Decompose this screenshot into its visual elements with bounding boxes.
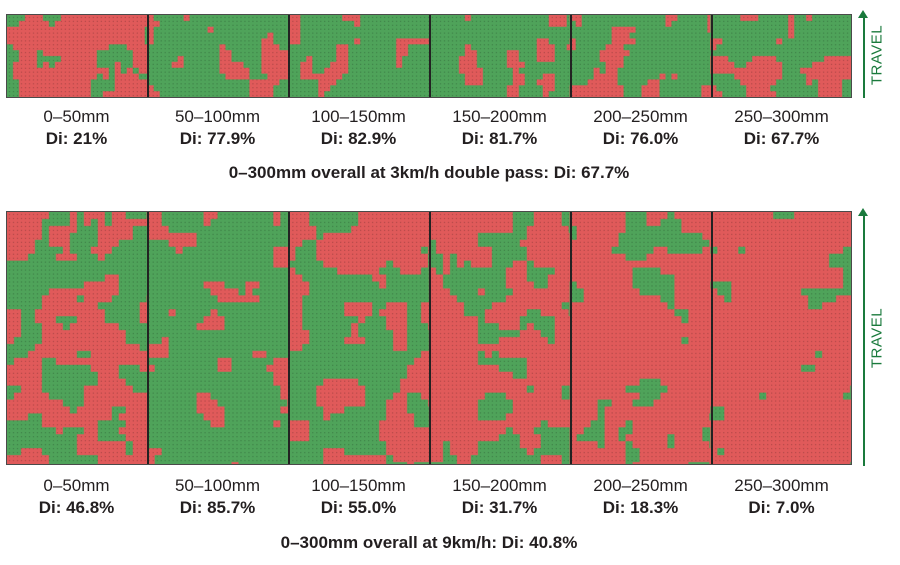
segment-di: Di: 85.7%: [179, 498, 256, 517]
segment-labels-bottom: 0–50mm Di: 46.8% 50–100mm Di: 85.7% 100–15…: [6, 475, 852, 519]
segment-di: Di: 81.7%: [461, 129, 538, 148]
travel-indicator-bottom: TRAVEL: [856, 208, 896, 468]
segment-di: Di: 76.0%: [602, 129, 679, 148]
segment-divider: [429, 212, 431, 464]
segment-range: 200–250mm: [593, 476, 688, 495]
segment-range: 200–250mm: [593, 107, 688, 126]
segment-divider: [570, 15, 572, 97]
segment-divider: [711, 212, 713, 464]
segment-label: 250–300mm Di: 7.0%: [711, 475, 852, 519]
segment-label: 200–250mm Di: 76.0%: [570, 106, 711, 150]
segment-di: Di: 18.3%: [602, 498, 679, 517]
travel-label: TRAVEL: [868, 307, 886, 369]
segment-di: Di: 21%: [45, 129, 108, 148]
overall-summary-bottom: 0–300mm overall at 9km/h: Di: 40.8%: [280, 533, 578, 552]
segment-label: 150–200mm Di: 31.7%: [429, 475, 570, 519]
segment-range: 150–200mm: [452, 476, 547, 495]
segment-divider: [147, 212, 149, 464]
segment-label: 150–200mm Di: 81.7%: [429, 106, 570, 150]
segment-label: 0–50mm Di: 46.8%: [6, 475, 147, 519]
segment-range: 50–100mm: [174, 107, 261, 126]
coverage-map-top: [6, 14, 852, 98]
segment-di: Di: 77.9%: [179, 129, 256, 148]
travel-line: [863, 16, 865, 98]
up-arrow-icon: [858, 10, 868, 18]
travel-indicator-top: TRAVEL: [856, 10, 896, 100]
segment-range: 250–300mm: [734, 107, 829, 126]
segment-label: 50–100mm Di: 77.9%: [147, 106, 288, 150]
segment-range: 50–100mm: [174, 476, 261, 495]
segment-label: 100–150mm Di: 82.9%: [288, 106, 429, 150]
coverage-map-bottom: [6, 211, 852, 465]
segment-range: 250–300mm: [734, 476, 829, 495]
segment-divider: [570, 212, 572, 464]
segment-range: 100–150mm: [311, 476, 406, 495]
segment-labels-top: 0–50mm Di: 21% 50–100mm Di: 77.9% 100–150m…: [6, 106, 852, 150]
segment-di: Di: 46.8%: [38, 498, 115, 517]
segment-di: Di: 7.0%: [748, 498, 815, 517]
segment-di: Di: 55.0%: [320, 498, 397, 517]
up-arrow-icon: [858, 208, 868, 216]
segment-range: 100–150mm: [311, 107, 406, 126]
segment-range: 0–50mm: [43, 476, 110, 495]
segment-divider: [711, 15, 713, 97]
segment-label: 50–100mm Di: 85.7%: [147, 475, 288, 519]
segment-divider: [288, 15, 290, 97]
segment-range: 150–200mm: [452, 107, 547, 126]
segment-range: 0–50mm: [43, 107, 110, 126]
segment-divider: [429, 15, 431, 97]
segment-label: 200–250mm Di: 18.3%: [570, 475, 711, 519]
segment-label: 100–150mm Di: 55.0%: [288, 475, 429, 519]
segment-di: Di: 82.9%: [320, 129, 397, 148]
segment-divider: [288, 212, 290, 464]
overall-summary-top: 0–300mm overall at 3km/h double pass: Di…: [228, 163, 630, 182]
travel-line: [863, 214, 865, 466]
segment-label: 0–50mm Di: 21%: [6, 106, 147, 150]
segment-di: Di: 67.7%: [743, 129, 820, 148]
segment-di: Di: 31.7%: [461, 498, 538, 517]
segment-divider: [147, 15, 149, 97]
travel-label: TRAVEL: [868, 24, 886, 86]
segment-label: 250–300mm Di: 67.7%: [711, 106, 852, 150]
